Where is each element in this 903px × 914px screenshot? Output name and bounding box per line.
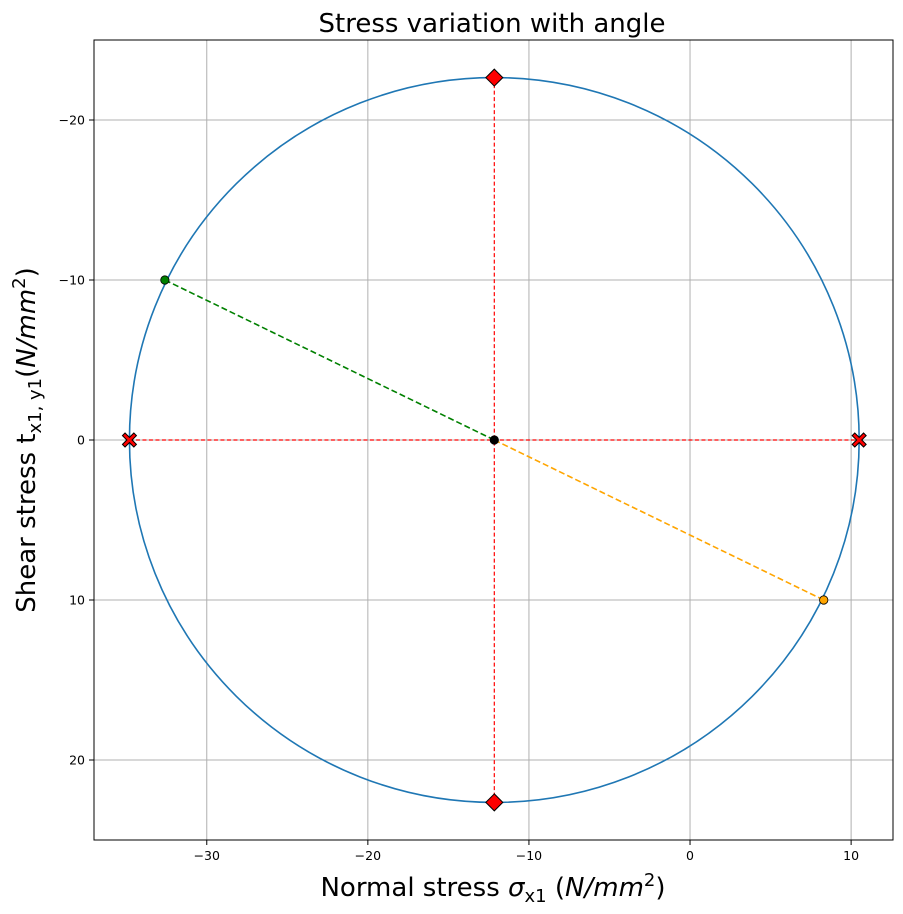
y-tick-label: −20 (59, 113, 85, 128)
x-axis-label-unit-close: ) (655, 873, 665, 903)
y-tick-label: 10 (69, 593, 85, 608)
ticks: −30 −20 −10 0 10 −20 −10 0 10 20 (59, 113, 860, 864)
x-tick-label: 10 (843, 848, 859, 863)
x-axis-label-symbol: σ (508, 873, 526, 903)
y-axis-label-prefix: Shear stress t (12, 434, 42, 613)
point-state-y (819, 595, 829, 605)
markers (121, 68, 867, 812)
y-tick-label: 0 (77, 433, 85, 448)
y-axis-label-unit-open: ( (12, 368, 42, 378)
x-tick-label: 0 (686, 848, 694, 863)
x-tick-label: −10 (516, 848, 542, 863)
y-axis-label-unit-close: ) (12, 267, 42, 277)
max-shear-marker (485, 68, 504, 87)
x-axis-label-unit-open: ( (547, 873, 565, 903)
x-axis-label-unit-sup: 2 (644, 870, 655, 891)
y-axis-label-unit-sup: 2 (9, 277, 30, 288)
y-axis-label-subscript: x1, y1 (25, 378, 46, 434)
line-diameter-orange (493, 439, 825, 601)
max-shear-marker (485, 793, 504, 812)
x-axis-label-subscript: x1 (525, 886, 547, 907)
x-axis-label-prefix: Normal stress (320, 873, 508, 903)
line-diameter-green (164, 279, 495, 441)
chart-title: Stress variation with angle (319, 9, 666, 39)
point-state-x (160, 275, 170, 285)
x-tick-label: −20 (355, 848, 381, 863)
x-axis-label: Normal stress σx1 (N/mm2) (320, 870, 665, 907)
x-axis-label-unit: N/mm (565, 873, 644, 903)
y-axis-label-unit: N/mm (12, 289, 42, 368)
principal-stress-marker (121, 432, 138, 448)
x-tick-label: −30 (194, 848, 220, 863)
y-tick-label: −10 (59, 273, 85, 288)
y-tick-label: 20 (69, 753, 85, 768)
point-center (489, 435, 499, 445)
y-axis-label: Shear stress tx1, y1(N/mm2) (9, 267, 46, 613)
principal-stress-marker (851, 432, 867, 448)
